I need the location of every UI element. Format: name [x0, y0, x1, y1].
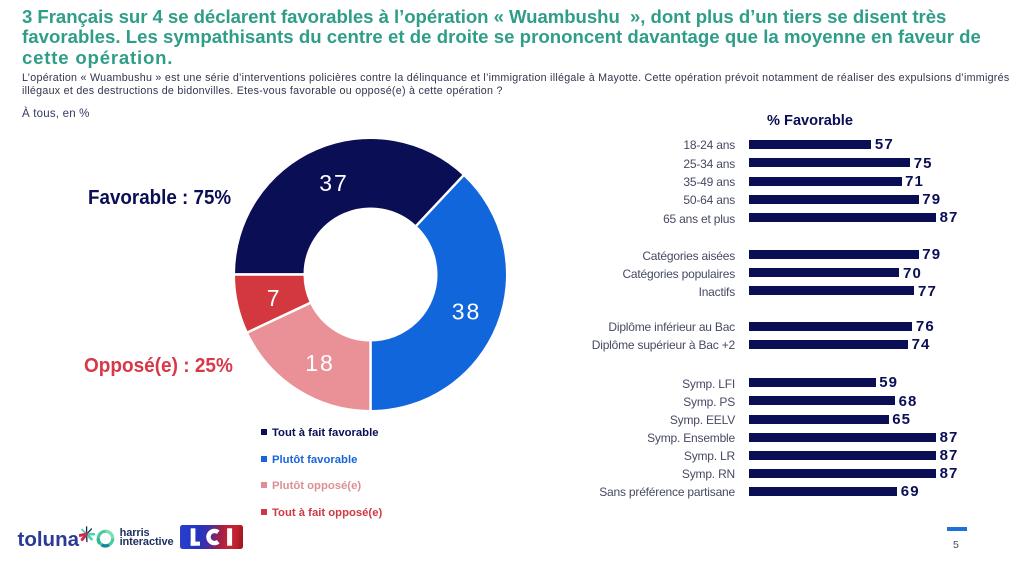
svg-text:18: 18 — [305, 350, 335, 376]
svg-text:38: 38 — [452, 299, 482, 325]
svg-text:37: 37 — [319, 170, 349, 196]
svg-text:7: 7 — [267, 285, 282, 311]
